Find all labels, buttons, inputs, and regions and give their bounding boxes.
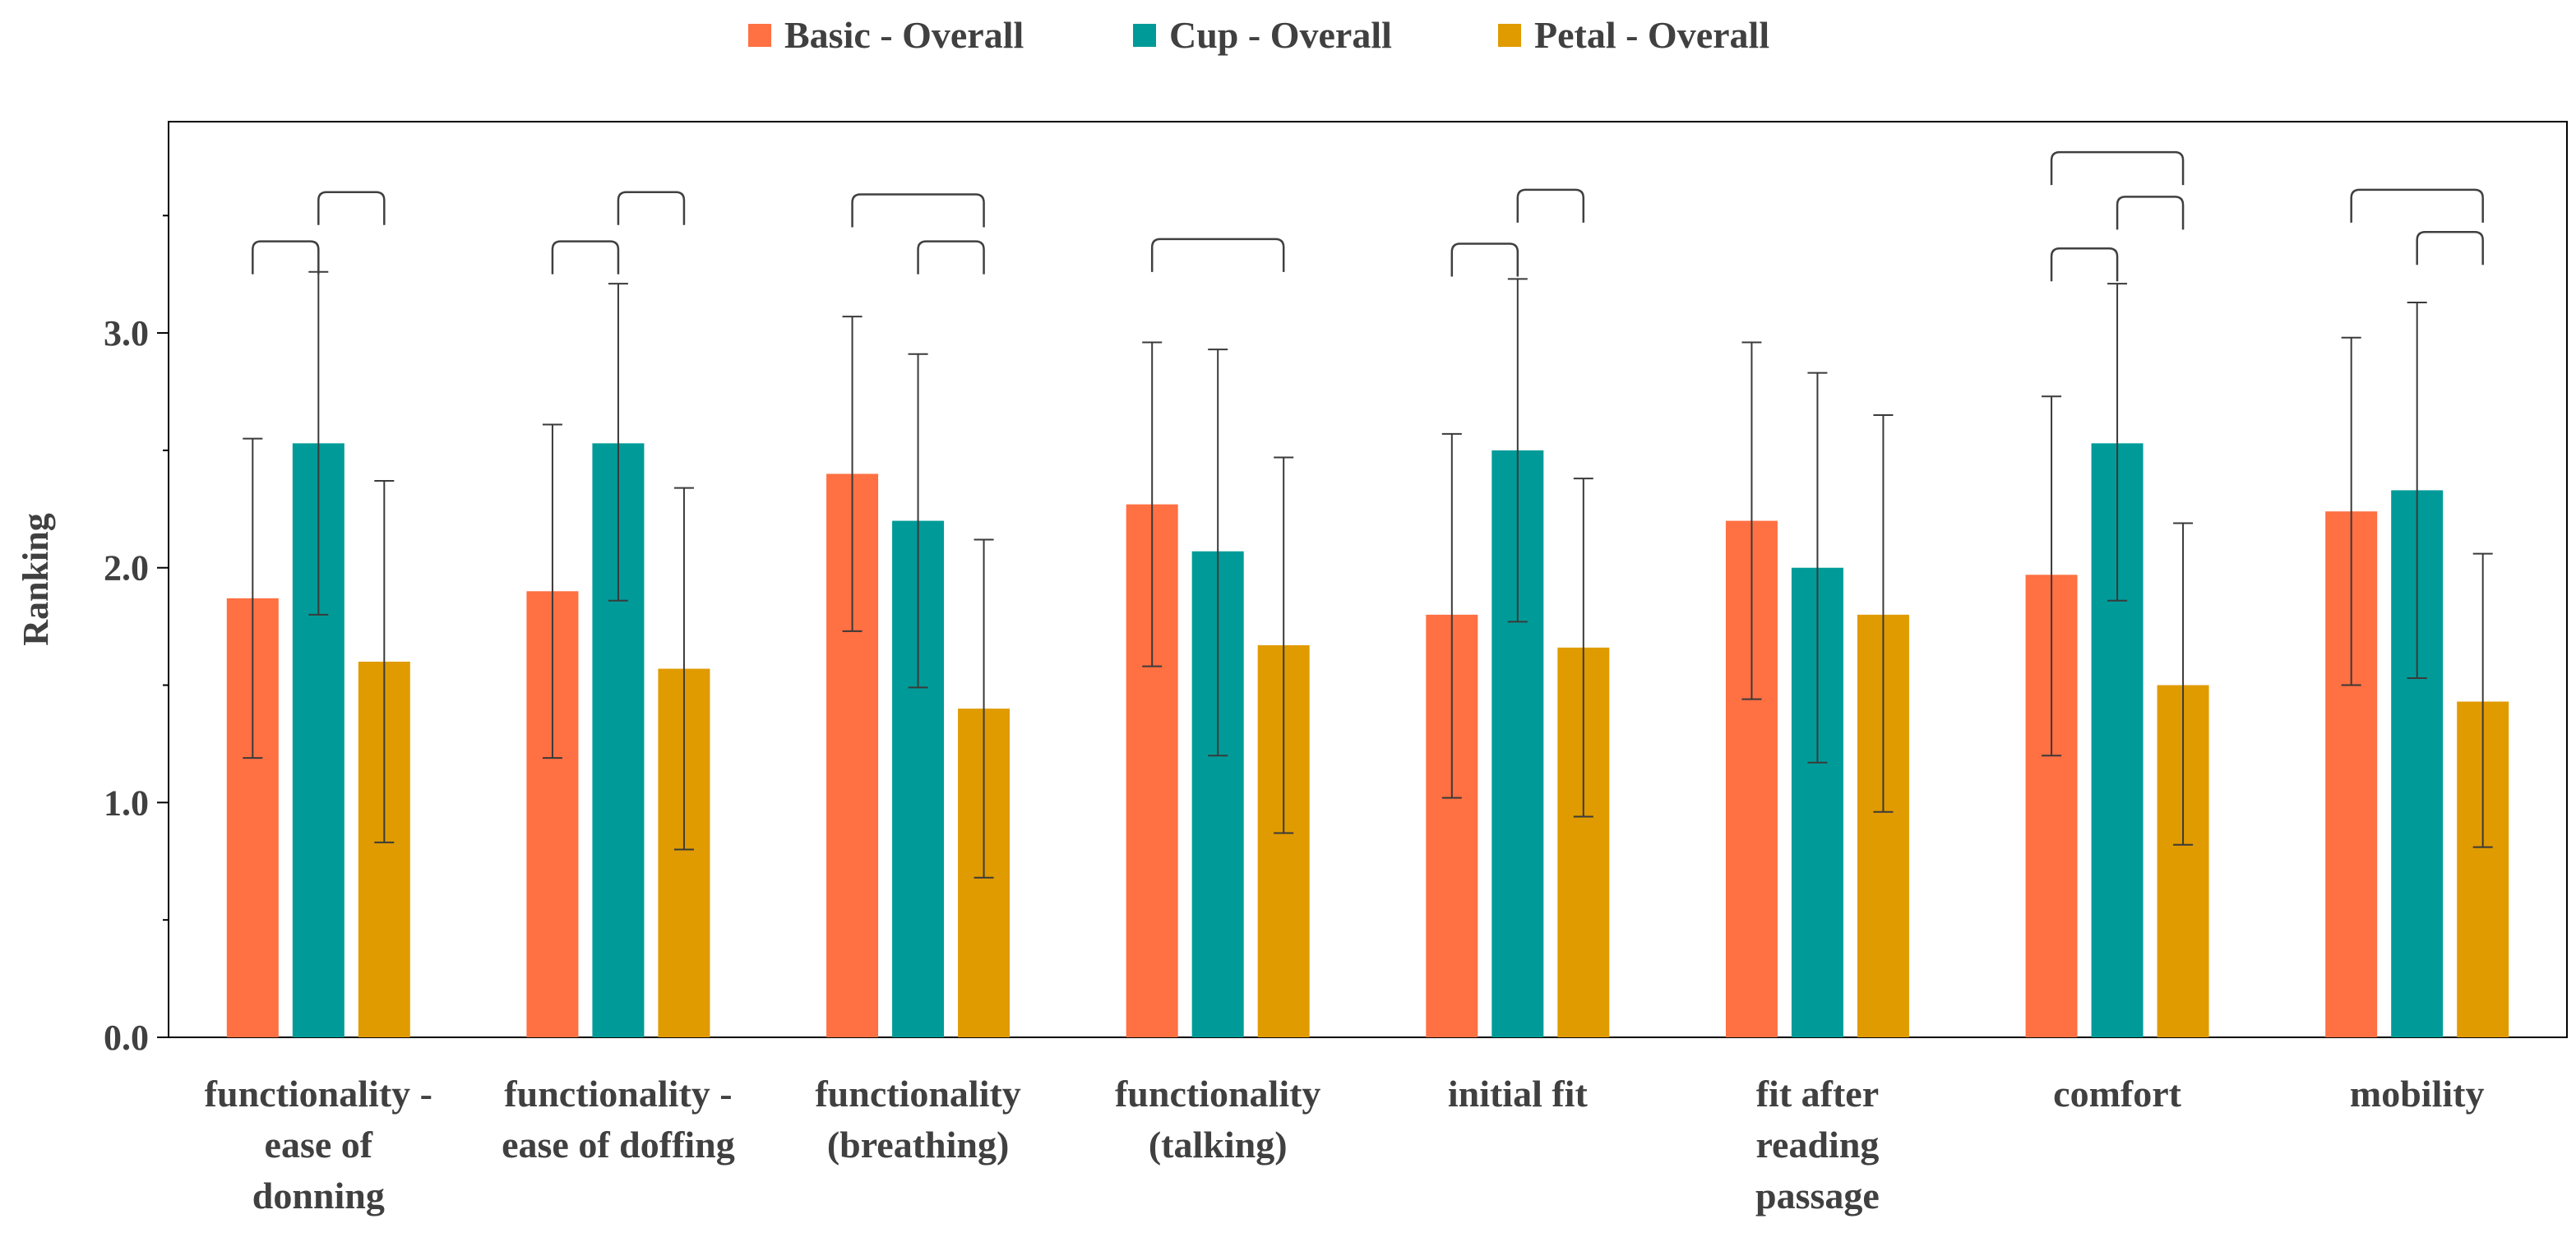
error-bar [1208, 349, 1228, 757]
y-tick-label: 0.0 [104, 1018, 149, 1058]
significance-bracket [252, 240, 320, 275]
legend-swatch [748, 24, 771, 47]
error-bar [243, 437, 263, 760]
x-tick-label: functionality -ease of donning [205, 1073, 432, 1217]
x-axis: functionality -ease of donning functionali… [205, 1073, 2485, 1217]
y-axis: 0.0 1.0 2.0 3.0 [104, 215, 169, 1058]
error-bar [1873, 414, 1894, 813]
y-tick-label: 3.0 [104, 313, 149, 353]
error-bar [673, 487, 694, 851]
error-bar [2042, 395, 2062, 757]
legend: Basic - Overall Cup - Overall Petal - Over… [748, 14, 1769, 56]
x-tick-label: fit after reading passage [1755, 1073, 1880, 1217]
y-tick-label: 2.0 [104, 548, 149, 589]
error-bar [608, 283, 628, 602]
error-bar [1274, 456, 1294, 834]
y-axis-label: Ranking [16, 513, 56, 645]
error-bar [1573, 478, 1593, 818]
x-tick-label: mobility [2350, 1073, 2485, 1115]
error-bar [1507, 278, 1528, 623]
significance-bracket [917, 240, 985, 275]
significance-bracket [851, 193, 985, 228]
error-bars [243, 270, 2493, 879]
significance-bracket [2050, 247, 2119, 282]
legend-swatch [1133, 24, 1156, 47]
x-tick-label: comfort [2053, 1073, 2181, 1115]
error-bar [1807, 372, 1828, 764]
significance-brackets [252, 150, 2484, 282]
significance-bracket [617, 191, 686, 225]
legend-label: Basic - Overall [784, 14, 1024, 56]
error-bar [542, 423, 562, 760]
x-tick-label: functionality -ease of doffing [502, 1073, 735, 1166]
significance-bracket [2050, 150, 2185, 186]
x-tick-label: functionality (breathing) [815, 1073, 1020, 1166]
significance-bracket [2416, 231, 2484, 265]
error-bar [2341, 336, 2361, 686]
significance-bracket [1516, 188, 1585, 223]
legend-swatch [1498, 24, 1521, 47]
x-tick-label: functionality (talking) [1115, 1073, 1320, 1166]
error-bar [2472, 552, 2493, 848]
significance-bracket [317, 191, 386, 225]
error-bar [842, 316, 863, 632]
significance-bracket [2116, 196, 2185, 230]
bars [226, 443, 2509, 1037]
error-bar [2107, 283, 2128, 602]
significance-bracket [551, 240, 620, 275]
significance-bracket [1150, 238, 1285, 272]
y-tick-label: 1.0 [104, 783, 149, 823]
error-bar [908, 353, 928, 689]
significance-bracket [1450, 242, 1519, 277]
error-bar [1741, 341, 1762, 700]
significance-bracket [2350, 188, 2484, 223]
error-bar [2407, 301, 2427, 679]
x-tick-label: initial fit [1448, 1073, 1589, 1115]
error-bar [374, 480, 395, 843]
legend-label: Cup - Overall [1169, 14, 1392, 56]
error-bar [974, 538, 994, 879]
error-bar [1441, 432, 1462, 799]
error-bar [1142, 341, 1163, 667]
plot-area-frame [168, 121, 2568, 1038]
error-bar [2173, 522, 2194, 846]
legend-label: Petal - Overall [1534, 14, 1769, 56]
